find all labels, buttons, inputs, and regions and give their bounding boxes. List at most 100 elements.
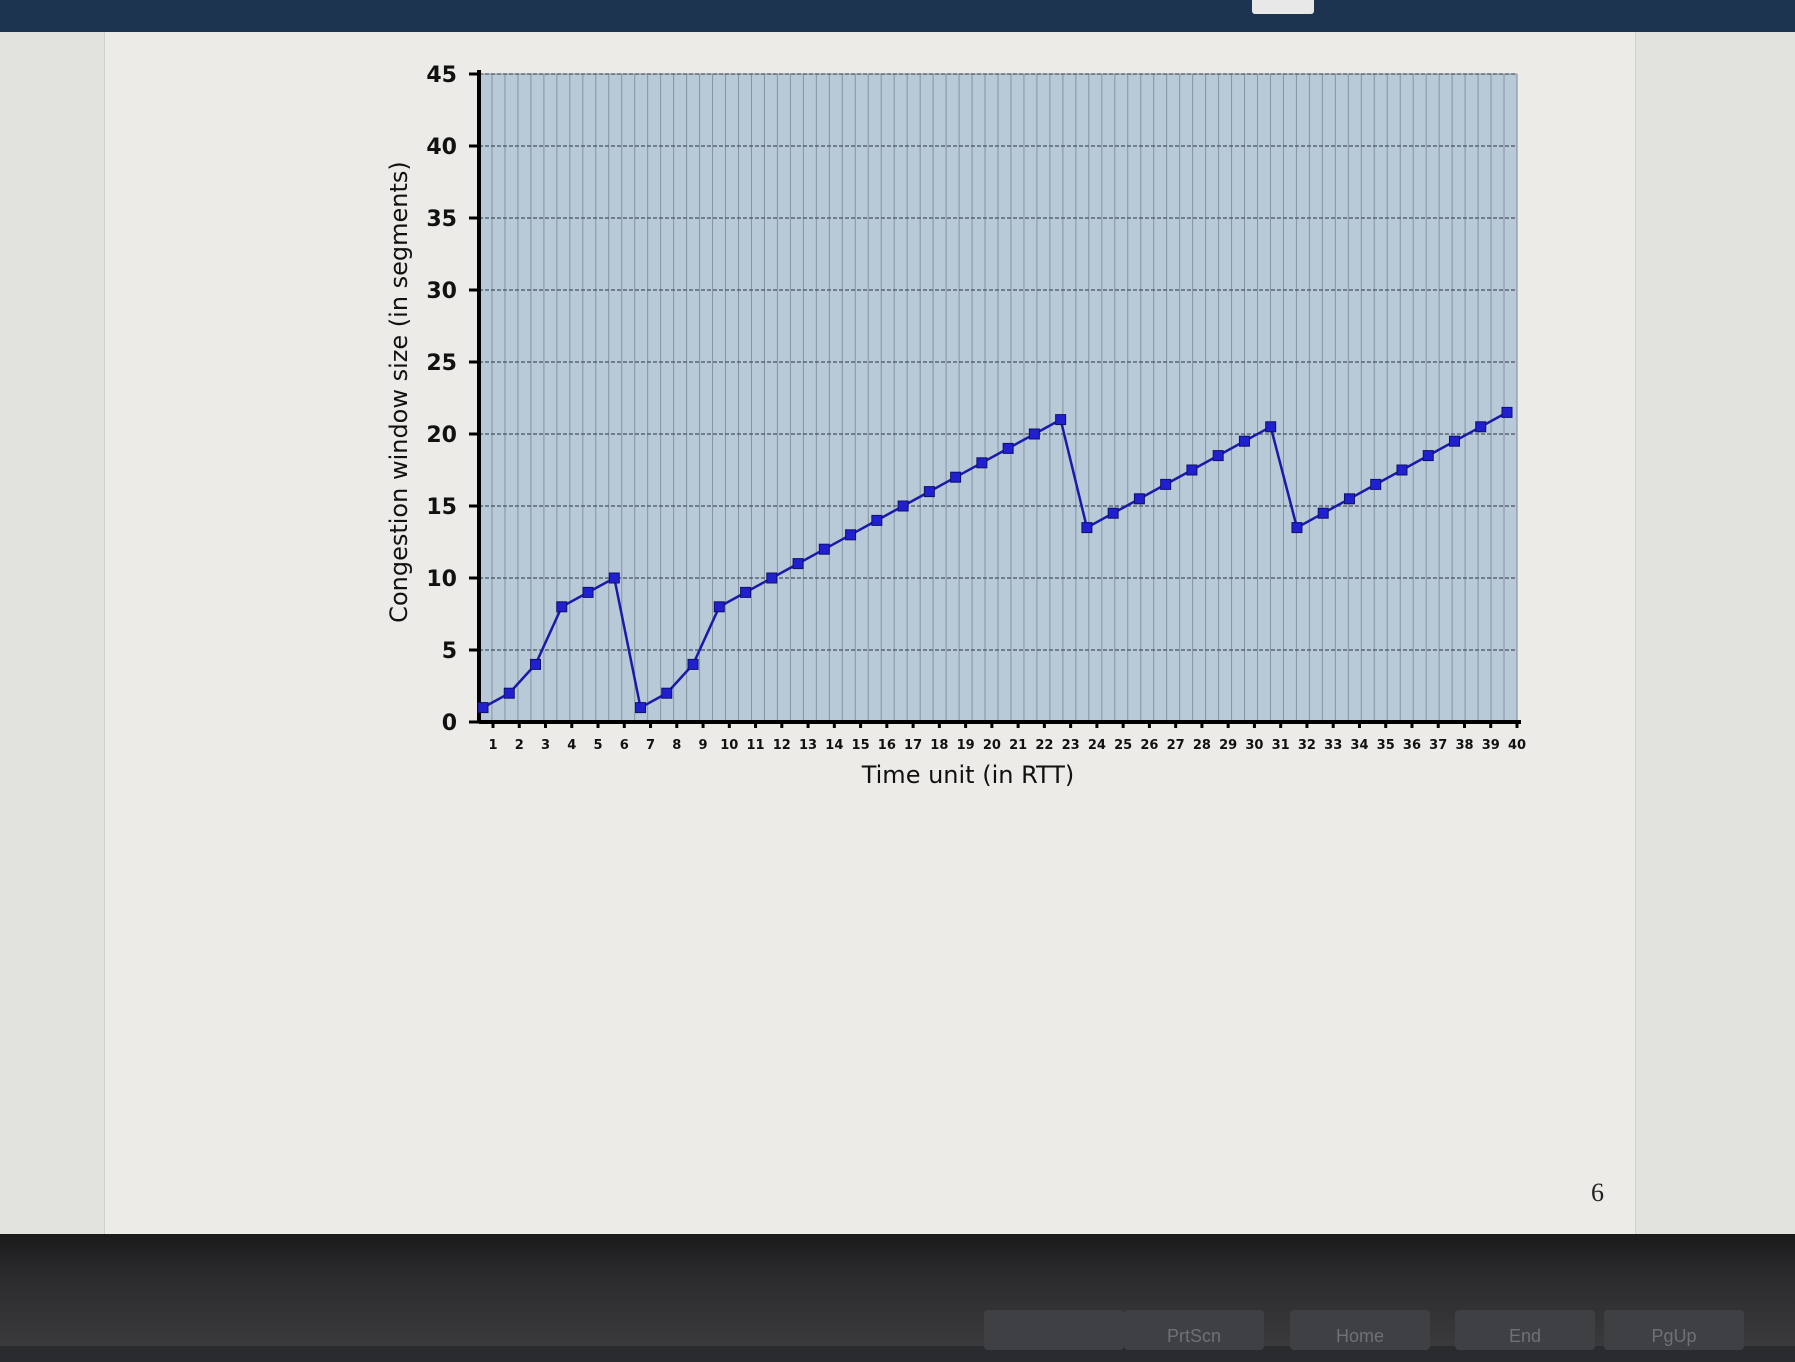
x-tick-label: 40	[1508, 738, 1526, 753]
data-point	[1396, 464, 1408, 476]
data-point	[1160, 478, 1172, 490]
data-point	[976, 457, 988, 469]
x-tick-label: 4	[567, 738, 576, 753]
data-point	[1265, 421, 1277, 433]
y-tick-label: 35	[426, 207, 457, 232]
x-tick-label: 22	[1035, 738, 1053, 753]
data-point	[1238, 435, 1250, 447]
keyboard-key[interactable]: PgUp	[1604, 1310, 1744, 1350]
x-tick-label: 15	[852, 738, 870, 753]
data-point	[950, 471, 962, 483]
data-point	[1343, 493, 1355, 505]
data-point	[1028, 428, 1040, 440]
x-tick-label: 5	[594, 738, 603, 753]
data-point	[1002, 442, 1014, 454]
x-tick-label: 25	[1114, 738, 1132, 753]
data-point	[740, 586, 752, 598]
x-tick-label: 27	[1167, 738, 1185, 753]
data-point	[635, 702, 647, 714]
x-tick-label: 11	[747, 738, 765, 753]
y-axis-label: Congestion window size (in segments)	[385, 161, 413, 623]
x-tick-label: 3	[541, 738, 550, 753]
y-tick-label: 0	[442, 711, 457, 736]
data-point	[713, 601, 725, 613]
keyboard-key[interactable]	[984, 1310, 1124, 1350]
data-point	[1370, 478, 1382, 490]
x-tick-label: 29	[1219, 738, 1237, 753]
data-point	[871, 514, 883, 526]
window-topbar	[0, 0, 1795, 32]
document-viewer: 0 5 10 15 20 25 30 35 40 45 1 2 3 4 5 6 7 8 9 10 11 12 13 14 15 1…	[0, 32, 1795, 1234]
data-point	[608, 572, 620, 584]
y-tick-label: 30	[426, 279, 457, 304]
data-point	[556, 601, 568, 613]
data-point	[1212, 450, 1224, 462]
data-point	[766, 572, 778, 584]
data-point	[1133, 493, 1145, 505]
data-point	[1081, 522, 1093, 534]
data-point	[792, 558, 804, 570]
data-point	[1186, 464, 1198, 476]
data-point	[503, 687, 515, 699]
x-tick-label: 23	[1062, 738, 1080, 753]
data-point	[477, 702, 489, 714]
x-tick-label: 12	[773, 738, 791, 753]
y-tick-label: 45	[426, 63, 457, 88]
data-point	[818, 543, 830, 555]
data-point	[1107, 507, 1119, 519]
y-tick-label: 25	[426, 351, 457, 376]
x-tick-label: 34	[1350, 738, 1368, 753]
keyboard-key[interactable]: End	[1455, 1310, 1595, 1350]
data-point	[1291, 522, 1303, 534]
keyboard-key[interactable]: PrtScn	[1124, 1310, 1264, 1350]
x-tick-label: 26	[1140, 738, 1158, 753]
x-tick-label: 14	[825, 738, 843, 753]
x-tick-label: 24	[1088, 738, 1106, 753]
x-tick-label: 13	[799, 738, 817, 753]
data-point	[661, 687, 673, 699]
x-tick-label: 38	[1455, 738, 1473, 753]
y-tick-label: 15	[426, 495, 457, 520]
x-tick-label: 17	[904, 738, 922, 753]
toolbar-page-field[interactable]	[1252, 0, 1314, 14]
x-tick-label: 30	[1245, 738, 1263, 753]
x-tick-label: 37	[1429, 738, 1447, 753]
data-point	[1422, 450, 1434, 462]
x-tick-label: 9	[699, 738, 708, 753]
data-point	[1475, 421, 1487, 433]
x-tick-label: 32	[1298, 738, 1316, 753]
y-tick-label: 20	[426, 423, 457, 448]
x-tick-label: 33	[1324, 738, 1342, 753]
keyboard-key[interactable]: Home	[1290, 1310, 1430, 1350]
data-point	[1055, 414, 1067, 426]
data-point	[582, 586, 594, 598]
data-point	[1448, 435, 1460, 447]
x-tick-label: 36	[1403, 738, 1421, 753]
x-tick-label: 7	[646, 738, 655, 753]
data-point	[845, 529, 857, 541]
x-tick-label: 20	[983, 738, 1001, 753]
x-tick-label: 6	[620, 738, 629, 753]
x-tick-label: 10	[720, 738, 738, 753]
data-point	[1501, 406, 1513, 418]
x-tick-label: 18	[930, 738, 948, 753]
x-tick-label: 28	[1193, 738, 1211, 753]
y-tick-label: 10	[426, 567, 457, 592]
x-tick-label: 2	[515, 738, 524, 753]
x-tick-label: 16	[878, 738, 896, 753]
x-tick-label: 8	[672, 738, 681, 753]
x-tick-label: 39	[1482, 738, 1500, 753]
series-line	[482, 411, 1508, 710]
data-point	[1317, 507, 1329, 519]
x-tick-label: 31	[1272, 738, 1290, 753]
data-point	[923, 486, 935, 498]
y-tick-label: 40	[426, 135, 457, 160]
page-number: 6	[1591, 1178, 1604, 1207]
x-tick-label: 19	[957, 738, 975, 753]
x-tick-label: 1	[488, 738, 497, 753]
data-point	[530, 658, 542, 670]
document-page: 0 5 10 15 20 25 30 35 40 45 1 2 3 4 5 6 7 8 9 10 11 12 13 14 15 1…	[104, 32, 1636, 1234]
data-point	[687, 658, 699, 670]
x-axis-label: Time unit (in RTT)	[861, 761, 1075, 789]
